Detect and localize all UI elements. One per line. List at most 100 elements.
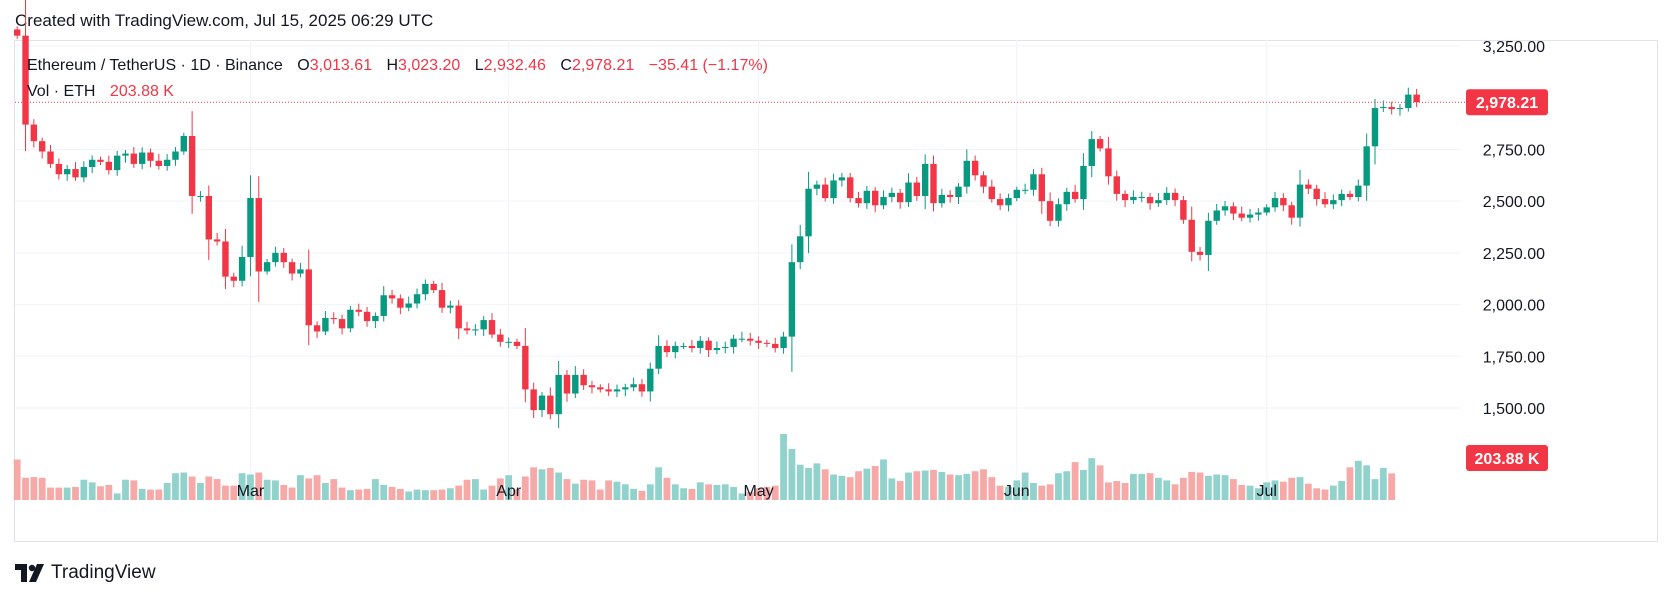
open-label: O (297, 57, 310, 74)
candle-body (413, 294, 421, 304)
last-volume-tag-label: 203.88 K (1475, 451, 1540, 468)
candle-body (772, 343, 779, 349)
volume-bar (72, 486, 79, 500)
volume-bar (130, 480, 138, 500)
volume-legend-row: Vol · ETH 203.88 K (27, 81, 768, 107)
candle-body (22, 35, 29, 125)
candle-body (1380, 107, 1387, 109)
volume-bar (1055, 473, 1062, 500)
volume-bar (963, 473, 971, 500)
y-axis-tick-label: 2,250.00 (1483, 246, 1545, 263)
volume-bar (505, 475, 513, 500)
candle-body (1063, 191, 1070, 205)
volume-bar (1196, 472, 1204, 500)
volume-bar (805, 467, 812, 500)
volume-bar (1371, 479, 1379, 500)
candle-body (938, 194, 946, 204)
candle-body (647, 368, 654, 392)
volume-bar (1213, 474, 1221, 500)
last-price-tag (1466, 89, 1548, 116)
candle-body (1388, 107, 1395, 110)
volume-label[interactable]: Vol · ETH (27, 83, 96, 100)
volume-bar (638, 490, 646, 500)
candle-body (730, 338, 737, 347)
candle-body (1046, 201, 1054, 221)
volume-bar (88, 482, 96, 500)
candle-body (30, 124, 38, 142)
volume-bar (463, 479, 471, 500)
volume-bar (846, 477, 854, 500)
candle-body (1271, 198, 1279, 208)
candle-body (1321, 199, 1329, 205)
volume-bar (247, 474, 254, 500)
volume-bar (588, 480, 596, 500)
symbol-title[interactable]: Ethereum / TetherUS · 1D · Binance (27, 57, 283, 74)
volume-bar (30, 477, 38, 500)
volume-bar (863, 468, 871, 500)
volume-bar (313, 475, 321, 500)
volume-bar (771, 485, 779, 500)
candle-body (422, 283, 429, 295)
candle-body (163, 159, 171, 166)
candle-body (330, 318, 337, 320)
volume-bar (780, 434, 787, 500)
volume-bar (838, 475, 846, 500)
candle-body (255, 198, 262, 272)
volume-bar (205, 476, 213, 500)
volume-bar (38, 477, 46, 500)
candle-body (1263, 207, 1270, 213)
candle-body (905, 182, 912, 203)
volume-bar (80, 479, 88, 500)
x-axis-month-label: Mar (237, 483, 265, 500)
volume-bar (1288, 477, 1296, 500)
volume-bar (663, 477, 671, 500)
volume-bar (1313, 488, 1321, 500)
volume-bar (730, 486, 737, 500)
candle-body (147, 152, 154, 161)
low-value: 2,932.46 (483, 57, 546, 74)
volume-bar (371, 479, 379, 500)
tradingview-logo[interactable]: TradingView (15, 562, 156, 584)
volume-bar (888, 478, 896, 500)
candle-body (430, 283, 437, 291)
candle-body (388, 295, 396, 299)
volume-bar (1163, 480, 1171, 500)
volume-bar (446, 488, 454, 500)
candle-body (1146, 197, 1154, 204)
candle-body (622, 387, 629, 390)
volume-bar (280, 484, 288, 500)
candle-body (188, 135, 196, 196)
candle-body (1355, 185, 1362, 198)
volume-bar (563, 479, 571, 500)
volume-bar (1088, 458, 1096, 500)
candle-body (238, 256, 246, 281)
candle-body (913, 182, 921, 196)
candle-body (996, 199, 1004, 206)
volume-bar (555, 472, 563, 500)
candle-body (1013, 189, 1020, 199)
candle-body (488, 320, 496, 335)
candle-body (280, 252, 287, 263)
volume-bar (338, 487, 346, 500)
candle-body (230, 276, 237, 281)
candle-body (655, 345, 662, 369)
close-label: C (560, 57, 572, 74)
volume-bar (1171, 484, 1179, 500)
volume-bar (430, 490, 438, 500)
candle-body (605, 389, 612, 392)
volume-bar (13, 459, 21, 500)
candle-body (180, 135, 187, 152)
candle-body (172, 151, 179, 160)
candle-body (1155, 200, 1162, 204)
candle-body (305, 269, 312, 326)
volume-bar (1130, 473, 1137, 500)
volume-bar (1146, 473, 1154, 500)
candle-body (1313, 188, 1320, 200)
candle-body (830, 180, 837, 199)
candle-body (47, 151, 54, 164)
open-value: 3,013.61 (309, 57, 373, 74)
candle-body (197, 195, 204, 197)
candle-body (613, 389, 621, 392)
volume-bar (613, 481, 621, 500)
